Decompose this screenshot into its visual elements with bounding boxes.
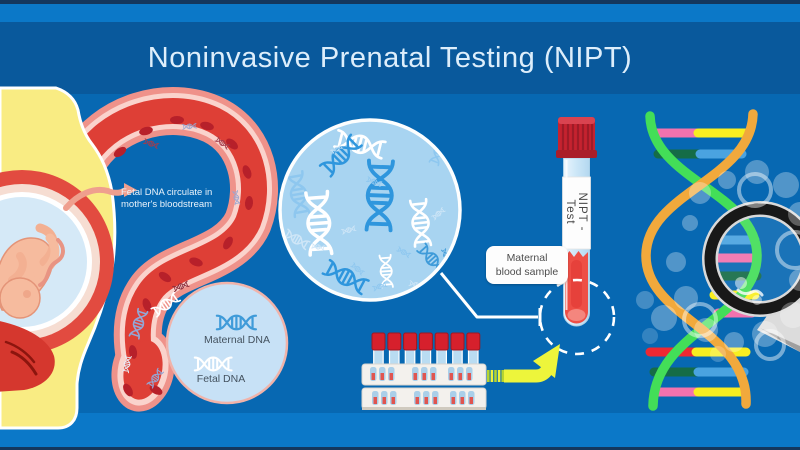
- umbilical-cord-icon: [63, 183, 137, 211]
- test-tube-rack-icon: [361, 332, 487, 410]
- top-dark-strip: [0, 0, 800, 4]
- blood-sample-callout: Maternal blood sample: [486, 246, 568, 284]
- callout-line: [439, 272, 538, 319]
- helix-strand-orange: [641, 109, 758, 409]
- dashed-focus-circle-icon: [538, 278, 616, 356]
- magnified-sample-circle-icon: [278, 118, 542, 326]
- bubble-rings: [682, 172, 800, 361]
- page-title: Noninvasive Prenatal Testing (NIPT): [147, 42, 633, 74]
- blood-vessel-icon: [58, 87, 278, 412]
- rack-tubes: [371, 332, 481, 373]
- vessel-caption-line1: Fetal DNA circulate in: [121, 187, 213, 198]
- cervix: [0, 321, 55, 392]
- magnifier-ring: [704, 203, 800, 315]
- tube-label-text: NIPT - Test: [564, 192, 588, 232]
- blood-sample-line1: Maternal: [506, 252, 548, 264]
- bottom-bright-strip: [0, 413, 800, 447]
- helix-strand-green: [645, 111, 762, 411]
- pregnant-woman-icon: [0, 86, 137, 430]
- arrow-icon: [487, 344, 560, 383]
- bottom-dark-strip: [0, 447, 800, 450]
- title-banner: Noninvasive Prenatal Testing (NIPT): [0, 22, 800, 94]
- fetal-dna-label: Fetal DNA: [196, 373, 246, 385]
- tube-cap: [556, 117, 597, 158]
- dna-types-circle: [165, 281, 289, 405]
- blood-sample-line2: blood sample: [495, 266, 559, 278]
- maternal-dna-label: Maternal DNA: [204, 334, 270, 346]
- rack-windows: [370, 367, 475, 405]
- bubbles: [636, 160, 800, 362]
- vessel-caption: Fetal DNA circulate in mother's bloodstr…: [121, 187, 213, 211]
- fetus-icon: [0, 223, 65, 319]
- vessel-caption-line2: mother's bloodstream: [121, 199, 213, 210]
- magnifying-glass-icon: [636, 160, 800, 362]
- top-bright-strip: [0, 4, 800, 22]
- test-tube-icon: [538, 117, 616, 356]
